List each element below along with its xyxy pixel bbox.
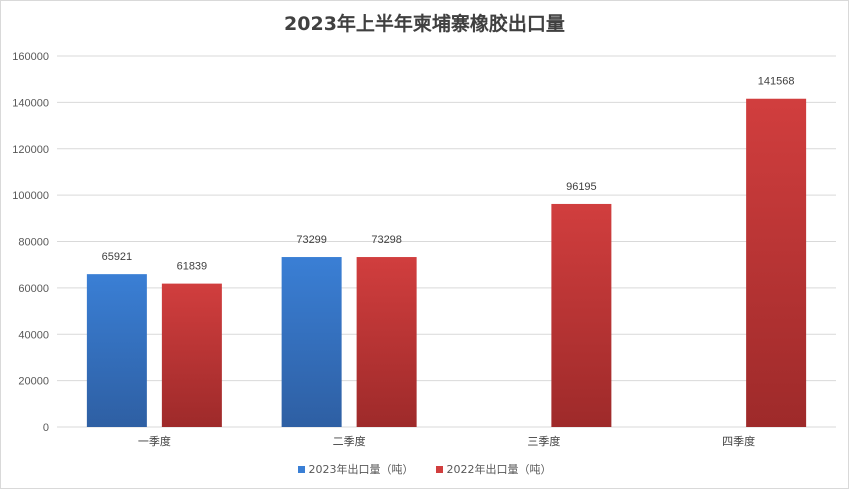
- x-tick-label: 四季度: [722, 434, 755, 448]
- data-label: 65921: [102, 251, 133, 263]
- chart-legend: 2023年出口量（吨） 2022年出口量（吨）: [1, 461, 848, 477]
- legend-item: 2023年出口量（吨）: [297, 461, 414, 477]
- bar: [356, 257, 417, 427]
- y-tick-label: 60000: [18, 283, 49, 295]
- bar: [86, 274, 147, 427]
- bar: [746, 98, 807, 427]
- legend-swatch: [297, 465, 305, 473]
- y-tick-label: 40000: [18, 329, 49, 341]
- y-tick-label: 120000: [12, 144, 49, 156]
- y-tick-label: 20000: [18, 376, 49, 388]
- data-label: 73299: [296, 234, 327, 246]
- data-label: 61839: [177, 261, 208, 273]
- data-label: 141568: [758, 76, 795, 88]
- bar: [281, 257, 342, 427]
- x-tick-label: 三季度: [527, 434, 560, 448]
- y-tick-label: 160000: [12, 51, 49, 63]
- y-tick-label: 80000: [18, 237, 49, 249]
- chart-title: 2023年上半年柬埔寨橡胶出口量: [284, 13, 565, 35]
- data-label: 96195: [566, 181, 597, 193]
- y-tick-label: 140000: [12, 97, 49, 109]
- legend-label: 2023年出口量（吨）: [308, 463, 414, 476]
- data-label: 73298: [371, 234, 402, 246]
- x-tick-label: 一季度: [138, 434, 171, 448]
- x-tick-label: 二季度: [333, 434, 366, 448]
- legend-item: 2022年出口量（吨）: [435, 461, 552, 477]
- y-tick-label: 100000: [12, 190, 49, 202]
- bar: [161, 283, 222, 427]
- bar: [551, 203, 612, 427]
- legend-swatch: [435, 465, 443, 473]
- y-tick-label: 0: [43, 422, 49, 434]
- legend-label: 2022年出口量（吨）: [446, 463, 552, 476]
